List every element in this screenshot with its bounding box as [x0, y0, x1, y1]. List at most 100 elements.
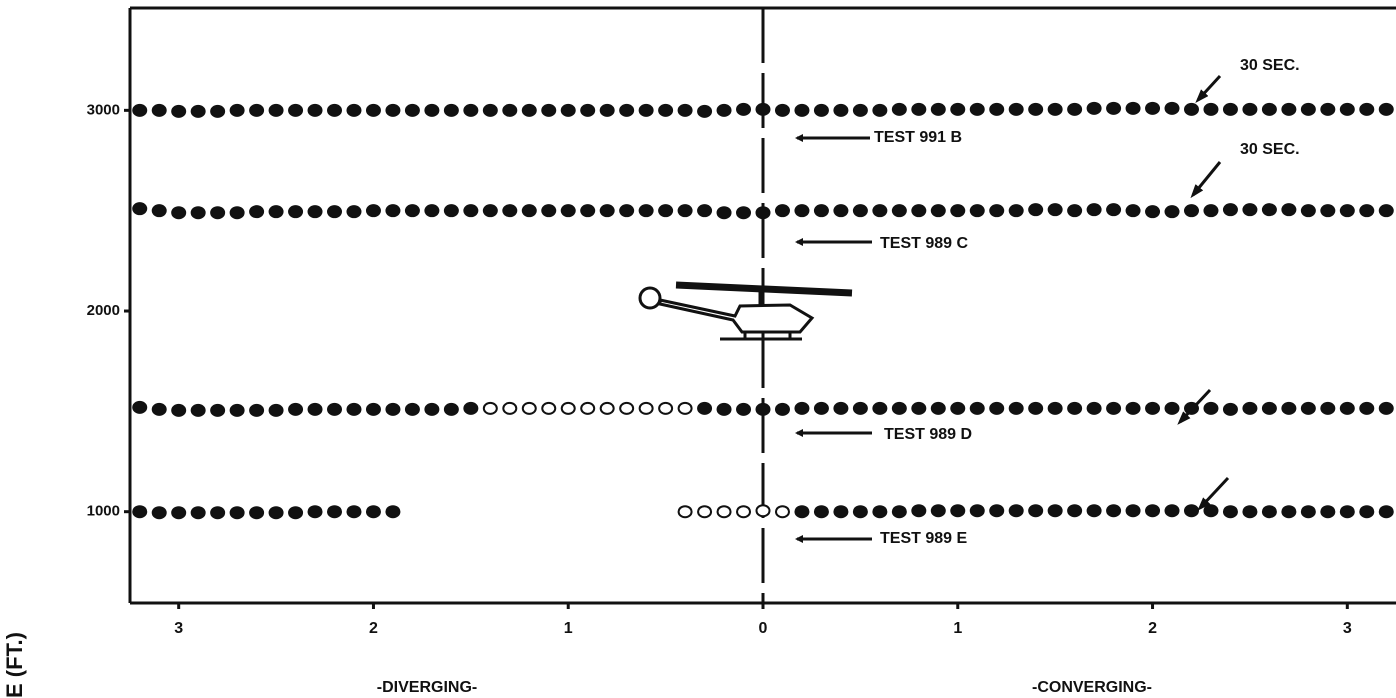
- point: [697, 104, 713, 118]
- point: [1008, 504, 1024, 518]
- point: [872, 204, 888, 218]
- series-label: TEST 991 B: [874, 129, 962, 146]
- point: [1378, 505, 1394, 519]
- point: [1281, 203, 1297, 217]
- y-tick-label: 2000: [87, 302, 120, 319]
- point: [794, 103, 810, 117]
- point: [385, 505, 401, 519]
- open-point: [677, 401, 693, 415]
- point: [1320, 102, 1336, 116]
- point: [1222, 402, 1238, 416]
- point: [852, 204, 868, 218]
- point: [1106, 504, 1122, 518]
- point: [541, 103, 557, 117]
- point: [794, 401, 810, 415]
- point: [1300, 102, 1316, 116]
- point: [482, 204, 498, 218]
- point: [327, 103, 343, 117]
- point: [307, 402, 323, 416]
- point: [1145, 504, 1161, 518]
- point: [1261, 401, 1277, 415]
- point: [911, 102, 927, 116]
- point: [132, 103, 148, 117]
- point: [774, 402, 790, 416]
- point: [249, 205, 265, 219]
- point: [736, 102, 752, 116]
- y-tick-label: 3000: [87, 101, 120, 118]
- point: [989, 504, 1005, 518]
- open-point: [658, 401, 674, 415]
- point: [132, 202, 148, 216]
- point: [1067, 102, 1083, 116]
- point: [1300, 505, 1316, 519]
- point: [1359, 401, 1375, 415]
- point: [1378, 204, 1394, 218]
- point: [268, 103, 284, 117]
- point: [151, 204, 167, 218]
- point: [1047, 401, 1063, 415]
- point: [268, 403, 284, 417]
- point: [288, 103, 304, 117]
- point: [385, 402, 401, 416]
- open-point: [502, 401, 518, 415]
- point: [599, 103, 615, 117]
- open-point: [482, 401, 498, 415]
- annotation: 30 SEC.: [1240, 141, 1300, 158]
- point: [404, 204, 420, 218]
- point: [1183, 204, 1199, 218]
- point: [1008, 204, 1024, 218]
- point: [1300, 401, 1316, 415]
- annotation-arrow: [1195, 74, 1222, 103]
- point: [190, 403, 206, 417]
- point: [404, 402, 420, 416]
- point: [1008, 102, 1024, 116]
- point: [1008, 401, 1024, 415]
- point: [1203, 504, 1219, 518]
- point: [229, 403, 245, 417]
- point: [833, 103, 849, 117]
- point: [950, 204, 966, 218]
- point: [1125, 204, 1141, 218]
- annotation-arrow: [1197, 476, 1230, 511]
- point: [171, 403, 187, 417]
- point: [580, 103, 596, 117]
- open-point: [599, 401, 615, 415]
- point: [132, 400, 148, 414]
- point: [930, 102, 946, 116]
- point: [385, 103, 401, 117]
- point: [443, 402, 459, 416]
- point: [813, 505, 829, 519]
- point: [1339, 102, 1355, 116]
- point: [697, 401, 713, 415]
- point: [1359, 505, 1375, 519]
- point: [229, 103, 245, 117]
- open-point: [560, 401, 576, 415]
- point: [1145, 205, 1161, 219]
- point: [327, 505, 343, 519]
- open-point: [774, 505, 790, 519]
- point: [1164, 504, 1180, 518]
- point: [1222, 203, 1238, 217]
- point: [1086, 401, 1102, 415]
- point: [1106, 203, 1122, 217]
- point: [1222, 102, 1238, 116]
- point: [716, 402, 732, 416]
- point: [716, 206, 732, 220]
- point: [502, 103, 518, 117]
- point: [1281, 102, 1297, 116]
- point: [813, 103, 829, 117]
- point: [911, 504, 927, 518]
- point: [502, 204, 518, 218]
- point: [307, 103, 323, 117]
- point: [813, 204, 829, 218]
- x-tick-label: 0: [759, 620, 768, 637]
- point: [249, 506, 265, 520]
- point: [210, 506, 226, 520]
- point: [930, 204, 946, 218]
- point: [1320, 401, 1336, 415]
- point: [1047, 504, 1063, 518]
- series-label: TEST 989 E: [880, 530, 967, 547]
- open-point: [580, 401, 596, 415]
- point: [872, 505, 888, 519]
- point: [1164, 205, 1180, 219]
